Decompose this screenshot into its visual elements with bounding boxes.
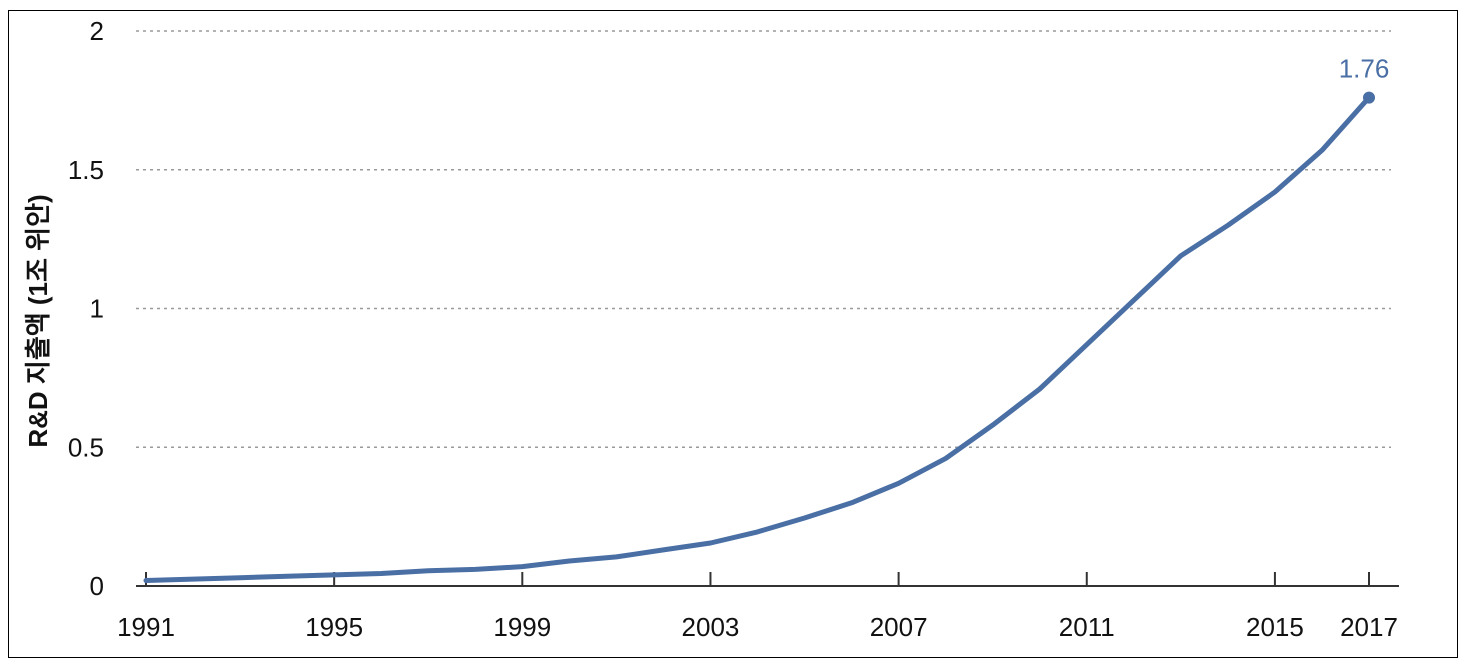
y-axis-title: R&D 지출액 (1조 위안) [23,194,53,447]
y-tick-label: 2 [90,16,104,46]
rd-expenditure-line-chart: 0 0.5 1 1.5 2 1991 1995 1999 2003 2007 2011 2015 20… [23,16,1399,642]
y-axis: 0 0.5 1 1.5 2 [68,16,104,601]
x-tick-label: 2017 [1340,612,1398,642]
data-label: 1.76 [1339,54,1390,84]
y-tick-label: 1 [90,294,104,324]
y-tick-label: 1.5 [68,155,104,185]
y-tick-label: 0 [90,571,104,601]
series-line [143,95,1372,583]
annotations: 1.76 [1339,54,1390,104]
x-tick-label: 1995 [305,612,363,642]
x-tick-label: 2007 [870,612,928,642]
x-axis [136,572,1399,587]
x-tick-label: 1991 [117,612,175,642]
chart-frame: 0 0.5 1 1.5 2 1991 1995 1999 2003 2007 2011 2015 20… [8,10,1458,658]
x-tick-label: 1999 [493,612,551,642]
x-tick-labels: 1991 1995 1999 2003 2007 2011 2015 2017 [117,612,1398,642]
data-point-endpoint [1363,91,1375,104]
x-tick-label: 2011 [1059,612,1115,642]
series-layer [143,95,1372,583]
y-tick-label: 0.5 [68,432,104,462]
gridlines [136,30,1391,448]
x-tick-label: 2015 [1246,612,1304,642]
x-tick-label: 2003 [682,612,740,642]
